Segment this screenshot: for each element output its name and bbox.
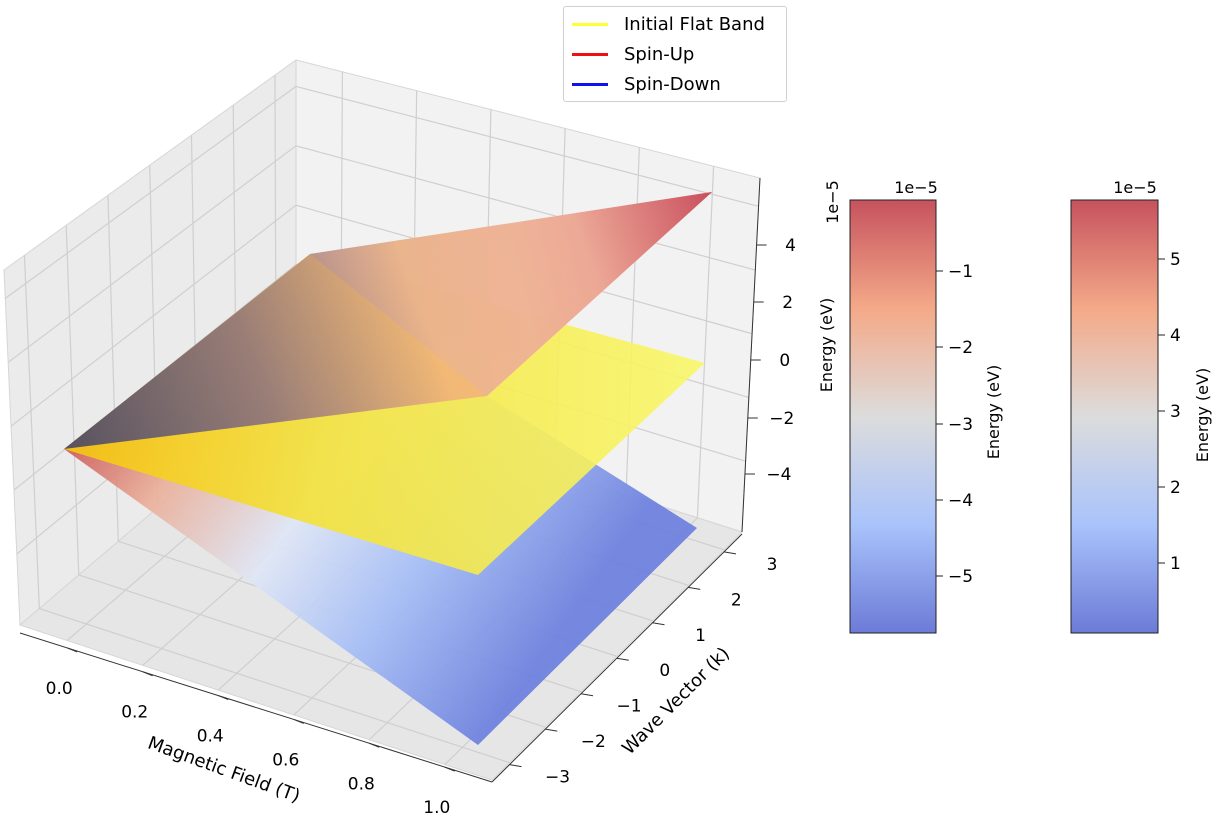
legend-swatch-spin-down [572,82,608,86]
legend-item-spin-down: Spin-Down [572,69,778,99]
x-axis: 0.0 0.2 0.4 0.6 0.8 1.0 [19,632,493,818]
colorbar-tick-label: −5 [948,567,973,587]
x-tick [293,718,304,724]
colorbar-tick-label: 2 [1170,478,1181,498]
y-tick [652,622,665,626]
spin-up-surface [64,192,712,449]
x-tick-label: 0.2 [121,703,148,723]
grid-z-left [4,85,297,299]
colorbar-spin-up: 1e−5 Energy (eV) 5 4 3 2 1 [1070,178,1212,634]
y-tick [616,657,629,661]
colorbar-2-label: Energy (eV) [1193,368,1212,462]
y-tick [580,693,594,697]
grid-y-left [23,255,40,609]
colorbar-1-label: Energy (eV) [984,365,1003,459]
x-tick-label: 0.6 [272,750,299,770]
colorbar-tick-label: −3 [948,415,973,435]
colorbar-2-offset: 1e−5 [1113,178,1157,197]
y-tick-label: −1 [616,697,641,717]
x-tick-label: 0.4 [197,727,224,747]
y-tick-label: 0 [659,661,670,681]
y-tick-label: 1 [695,626,706,646]
colorbar-spin-down: 1e−5 1e−5 Energy (eV) Energy (eV) −1 −2 −3… [817,178,1003,634]
legend-item-spin-up: Spin-Up [572,39,778,69]
colorbar-tick-label: −4 [948,491,973,511]
z-tick-label: 4 [785,236,796,256]
grid-z-left [7,145,297,363]
x-tick [369,742,380,748]
z-tick-label: 2 [782,293,793,313]
y-tick-label: 3 [767,555,778,575]
x-tick-label: 1.0 [423,798,450,818]
colorbar-2-ticks: 5 4 3 2 1 [1158,250,1181,574]
colorbar-tick-label: 3 [1170,402,1181,422]
y-tick-label: −2 [581,732,606,752]
colorbar-1-label-left: Energy (eV) [817,298,836,392]
grid-z-left [10,204,297,427]
grid-y-left [65,225,80,575]
legend: Initial Flat Band Spin-Up Spin-Down [563,6,787,102]
legend-label-flat-band: Initial Flat Band [624,13,765,35]
surfaces [64,192,712,745]
x-tick [142,671,153,677]
legend-label-spin-down: Spin-Down [624,73,721,95]
z-tick-label: 0 [779,351,790,371]
y-axis: −3 −2 −1 0 1 2 3 [491,533,778,788]
colorbar-1-ticks: −1 −2 −3 −4 −5 [936,262,973,587]
colorbar-1-body [849,199,937,634]
z-tick-label: −4 [766,465,791,485]
colorbar-tick-label: 4 [1170,326,1181,346]
x-tick [444,766,455,772]
grid-x-back [696,166,715,518]
z-axis: −4 −2 0 2 4 [741,177,796,533]
y-tick-label: −3 [545,768,570,788]
colorbar-2-body [1070,199,1159,634]
legend-swatch-spin-up [572,52,608,56]
colorbar-tick-label: −1 [948,262,973,282]
y-tick [509,764,522,768]
y-tick [545,728,558,732]
legend-item-flat-band: Initial Flat Band [572,9,778,39]
colorbar-tick-label: 1 [1170,554,1181,574]
x-axis-line [19,632,493,783]
x-tick-label: 0.8 [348,774,375,794]
colorbar-1-offset: 1e−5 [894,178,938,197]
colorbar-tick-label: 5 [1170,250,1181,270]
grid-z-back [295,85,759,207]
z-tick-label: −2 [769,409,794,429]
y-tick [688,586,701,590]
x-tick [218,695,229,701]
z-axis-line [741,177,761,533]
colorbar-1-offset-left: 1e−5 [823,180,842,224]
colorbar-tick-label: −2 [948,338,973,358]
grid-y-floor [39,607,510,764]
y-tick [723,551,737,555]
legend-label-spin-up: Spin-Up [624,43,695,65]
x-tick-label: 0.0 [46,679,73,699]
grid-z-back [295,145,756,271]
x-tick [67,647,78,653]
legend-swatch-flat-band [572,22,608,26]
y-tick-label: 2 [731,590,742,610]
